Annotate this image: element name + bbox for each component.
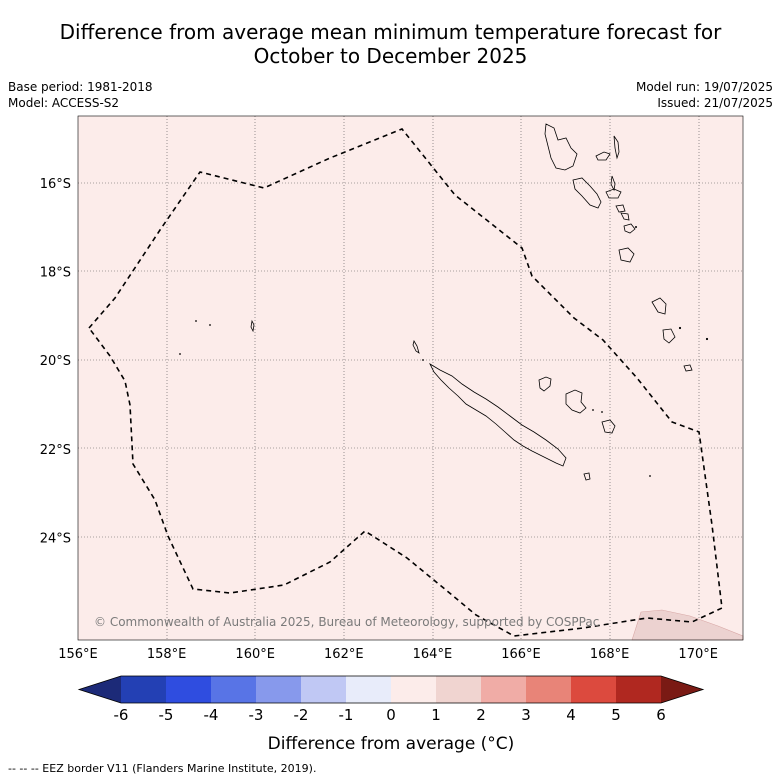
colorbar-label: Difference from average (°C) [268, 734, 515, 754]
islet-dot [195, 320, 197, 322]
colorbar-bin [436, 676, 481, 703]
colorbar-tick-label: 4 [566, 706, 576, 724]
colorbar-tick-label: -5 [159, 706, 174, 724]
colorbar-tick-label: 0 [386, 706, 396, 724]
longitude-labels: 156°E 158°E 160°E 162°E 164°E 166°E 168°E 170°E [58, 647, 718, 662]
eez-border [87, 128, 723, 637]
islet-dot [649, 475, 651, 477]
belep-islands-coast [412, 339, 420, 354]
map-frame [77, 115, 744, 641]
colorbar-bin [256, 676, 301, 703]
colorbar-bin [301, 676, 346, 703]
lon-label: 156°E [58, 647, 98, 662]
info-left: Base period: 1981-2018 Model: ACCESS-S2 [8, 79, 153, 111]
lon-label: 164°E [413, 647, 453, 662]
chart-title: Difference from average mean minimum tem… [0, 20, 781, 68]
colorbar-bin [616, 676, 661, 703]
colorbar-tick-label: 3 [521, 706, 531, 724]
colorbar-low-extend [79, 676, 121, 703]
colorbar-tick-label: -1 [339, 706, 354, 724]
colorbar-tick-labels: -6 -5 -4 -3 -2 -1 0 1 2 3 4 5 6 [114, 706, 666, 724]
colorbar-bin [166, 676, 211, 703]
erromango-coast [618, 247, 635, 263]
colorbar-tick-label: 2 [476, 706, 486, 724]
pentecost-coast [610, 175, 616, 192]
lon-label: 160°E [235, 647, 275, 662]
islet-dot [705, 337, 709, 341]
mare-coast [601, 419, 616, 434]
lat-label: 20°S [40, 354, 71, 369]
colorbar-bin [526, 676, 571, 703]
islet-dot [209, 324, 211, 326]
new-caledonia-coast [429, 362, 567, 467]
lat-label: 24°S [40, 531, 71, 546]
title-line-2: October to December 2025 [253, 44, 528, 68]
title-line-1: Difference from average mean minimum tem… [59, 20, 722, 44]
efate-coast [623, 223, 636, 234]
colorbar-bin [121, 676, 166, 703]
colorbar-bin [346, 676, 391, 703]
lat-label: 22°S [40, 443, 71, 458]
colorbar-tick-label: -2 [294, 706, 309, 724]
colorbar-high-extend [661, 676, 703, 703]
hunter-island-coast [683, 364, 693, 372]
islet-dot [422, 359, 424, 361]
islet-dot [678, 326, 682, 330]
lifou-coast [565, 389, 587, 414]
islet-dot [635, 226, 637, 228]
chesterfield-islet [250, 319, 255, 333]
colorbar [77, 675, 705, 704]
aneityum-coast [662, 328, 676, 344]
coastlines [250, 123, 693, 481]
map-background [78, 116, 743, 640]
latitude-labels: 16°S 18°S 20°S 22°S 24°S [40, 177, 71, 546]
colorbar-outline [77, 675, 705, 704]
eez-legend-text: -- -- -- EEZ border V11 (Flanders Marine… [8, 762, 317, 775]
epi-coast [615, 204, 626, 213]
colorbar-bin [571, 676, 616, 703]
colorbar-bin [481, 676, 526, 703]
small-islets [179, 226, 709, 477]
lon-label: 170°E [678, 647, 718, 662]
espiritu-santo-coast [544, 123, 578, 171]
colorbar-tick-label: -4 [204, 706, 219, 724]
malakula-coast [572, 177, 602, 209]
graticule [78, 116, 743, 640]
lat-label: 16°S [40, 177, 71, 192]
ambrym-coast [605, 188, 622, 199]
lat-label: 18°S [40, 266, 71, 281]
lon-label: 158°E [147, 647, 187, 662]
ambae-coast [595, 151, 611, 161]
copyright-text: © Commonwealth of Australia 2025, Bureau… [94, 615, 599, 629]
model-run-text: Model run: 19/07/2025 [635, 80, 773, 94]
colorbar-tick-label: 6 [656, 706, 666, 724]
islet-dot [592, 409, 594, 411]
base-period-text: Base period: 1981-2018 [8, 80, 153, 94]
tanna-coast [651, 297, 667, 315]
colorbar-tick-label: -3 [249, 706, 264, 724]
colorbar-tick-label: 5 [611, 706, 621, 724]
info-right: Model run: 19/07/2025 Issued: 21/07/2025 [636, 79, 773, 111]
lon-label: 166°E [501, 647, 541, 662]
lon-label: 162°E [324, 647, 364, 662]
walpole-coast [583, 472, 591, 481]
issued-text: Issued: 21/07/2025 [657, 96, 773, 110]
islet-dot [601, 411, 603, 413]
colorbar-tick-label: -6 [114, 706, 129, 724]
colorbar-bin [391, 676, 436, 703]
model-text: Model: ACCESS-S2 [8, 96, 120, 110]
maewo-coast [613, 135, 620, 160]
islet-dot [179, 353, 181, 355]
colorbar-bin [211, 676, 256, 703]
shepherd-islands-coast [620, 212, 630, 221]
colorbar-tick-label: 1 [431, 706, 441, 724]
lon-label: 168°E [590, 647, 630, 662]
ouvea-coast [538, 376, 552, 392]
